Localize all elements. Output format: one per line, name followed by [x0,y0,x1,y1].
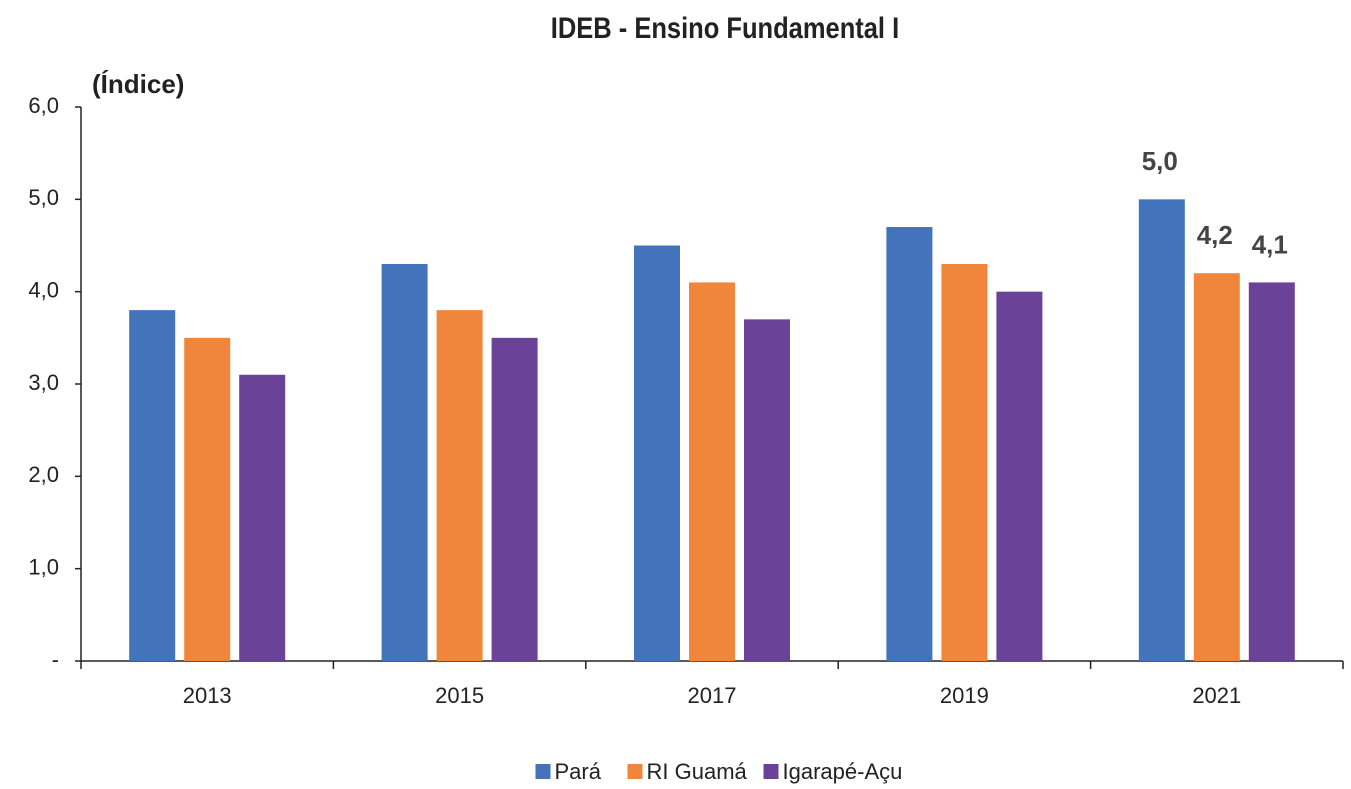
legend-label: RI Guamá [647,759,748,784]
legend-swatch [763,764,779,779]
chart-title: IDEB - Ensino Fundamental I [551,11,899,44]
legend-label: Igarapé-Açu [783,759,903,784]
y-tick-label: 4,0 [28,277,59,302]
bar [381,263,428,661]
bar [1248,282,1295,661]
y-tick-label: 2,0 [28,462,59,487]
bar [436,310,483,661]
y-tick-label: - [52,647,59,672]
x-tick-label: 2017 [688,683,737,708]
y-axis-label: (Índice) [92,69,184,99]
bar [941,263,988,661]
y-tick-label: 3,0 [28,370,59,395]
y-tick-label: 6,0 [28,93,59,118]
bar [689,282,735,661]
bar [634,245,680,661]
x-tick-label: 2021 [1192,683,1241,708]
y-tick-label: 1,0 [28,554,59,579]
legend-swatch [535,764,551,779]
bar [996,291,1043,661]
x-tick-label: 2015 [435,683,484,708]
bar [1193,273,1240,661]
bar [239,374,286,661]
data-label: 4,2 [1197,220,1233,250]
legend-swatch [627,764,643,779]
bar [1138,199,1185,662]
bar [184,337,231,661]
bar [491,337,538,661]
x-tick-label: 2019 [940,683,989,708]
bar [129,310,176,661]
legend-label: Pará [555,759,602,784]
x-tick-label: 2013 [183,683,232,708]
bar [886,227,933,662]
bar [744,319,790,661]
y-tick-label: 5,0 [28,185,59,210]
data-label: 4,1 [1252,229,1288,259]
data-label: 5,0 [1142,146,1178,176]
